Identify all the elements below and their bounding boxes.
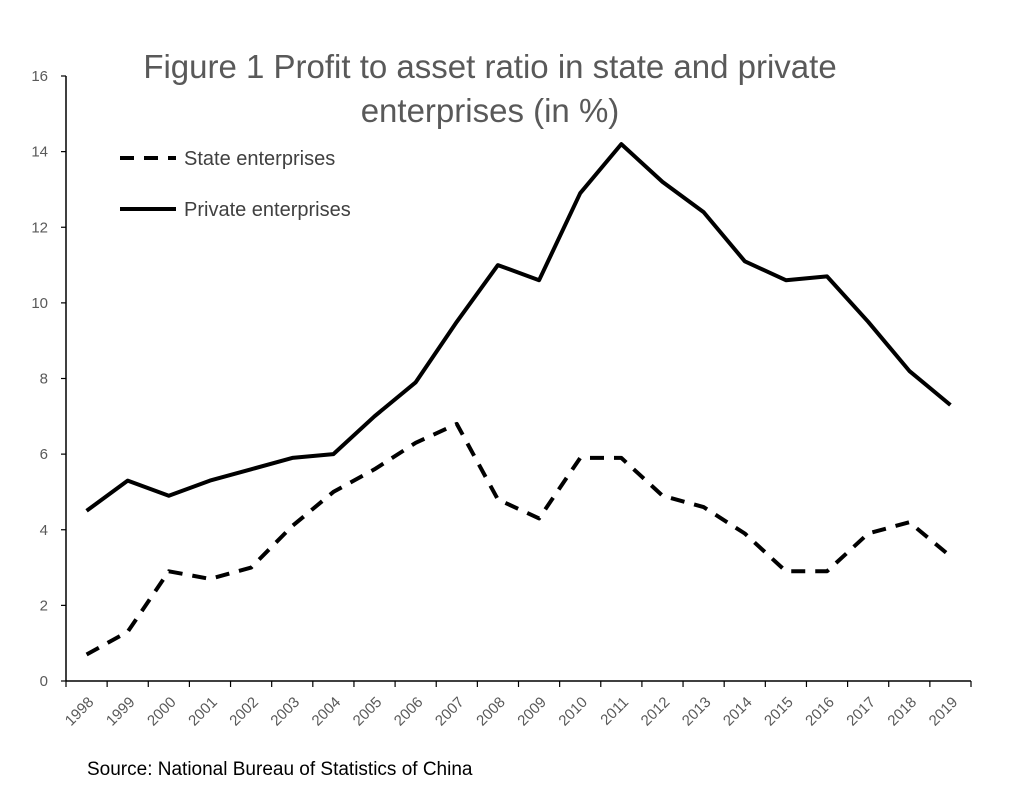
y-tick-label: 12 [31, 219, 48, 236]
series-line-private [85, 142, 952, 513]
x-tick-label: 2017 [843, 694, 879, 730]
x-tick-label: 2014 [720, 694, 756, 730]
x-tick-label: 2005 [350, 694, 386, 730]
x-tick-label: 2009 [514, 694, 550, 730]
x-tick-label: 2011 [597, 694, 632, 729]
x-tick-label: 2001 [185, 694, 221, 730]
x-tick-label: 2003 [267, 694, 303, 730]
legend-label-state: State enterprises [184, 148, 335, 170]
x-tick-label: 2010 [555, 694, 591, 730]
x-tick-label: 2013 [679, 694, 715, 730]
x-tick-label: 2016 [802, 694, 838, 730]
y-tick-label: 10 [31, 295, 48, 312]
x-tick-label: 2015 [761, 694, 797, 730]
y-axis: 0 2 4 6 8 10 12 14 16 [31, 68, 67, 690]
y-tick-label: 6 [40, 446, 48, 463]
x-axis: 1998 1999 2000 2001 2002 2003 2004 2005 2006 2007… [62, 680, 972, 730]
y-tick-label: 4 [40, 522, 48, 539]
legend: State enterprises Private enterprises [120, 148, 351, 221]
series-line-state [85, 421, 952, 657]
y-tick-label: 0 [40, 673, 48, 690]
y-tick-label: 2 [40, 597, 48, 614]
x-tick-label: 1998 [62, 694, 98, 730]
y-tick-label: 16 [31, 68, 48, 85]
x-tick-label: 2008 [473, 694, 509, 730]
y-tick-label: 14 [31, 144, 48, 161]
x-tick-label: 2004 [309, 694, 345, 730]
x-tick-label: 2018 [885, 694, 921, 730]
source-note: Source: National Bureau of Statistics of… [87, 759, 473, 780]
legend-label-private: Private enterprises [184, 199, 351, 221]
x-tick-label: 1999 [103, 694, 139, 730]
chart-title-line-2: enterprises (in %) [361, 92, 620, 129]
x-tick-label: 2019 [926, 694, 962, 730]
x-tick-label: 2012 [638, 694, 674, 730]
x-tick-label: 2002 [226, 694, 262, 730]
chart-title-line-1: Figure 1 Profit to asset ratio in state … [143, 48, 836, 85]
series-layer [85, 142, 952, 657]
y-tick-label: 8 [40, 371, 48, 388]
x-tick-label: 2007 [432, 694, 468, 730]
x-tick-label: 2000 [144, 694, 180, 730]
x-tick-label: 2006 [391, 694, 427, 730]
